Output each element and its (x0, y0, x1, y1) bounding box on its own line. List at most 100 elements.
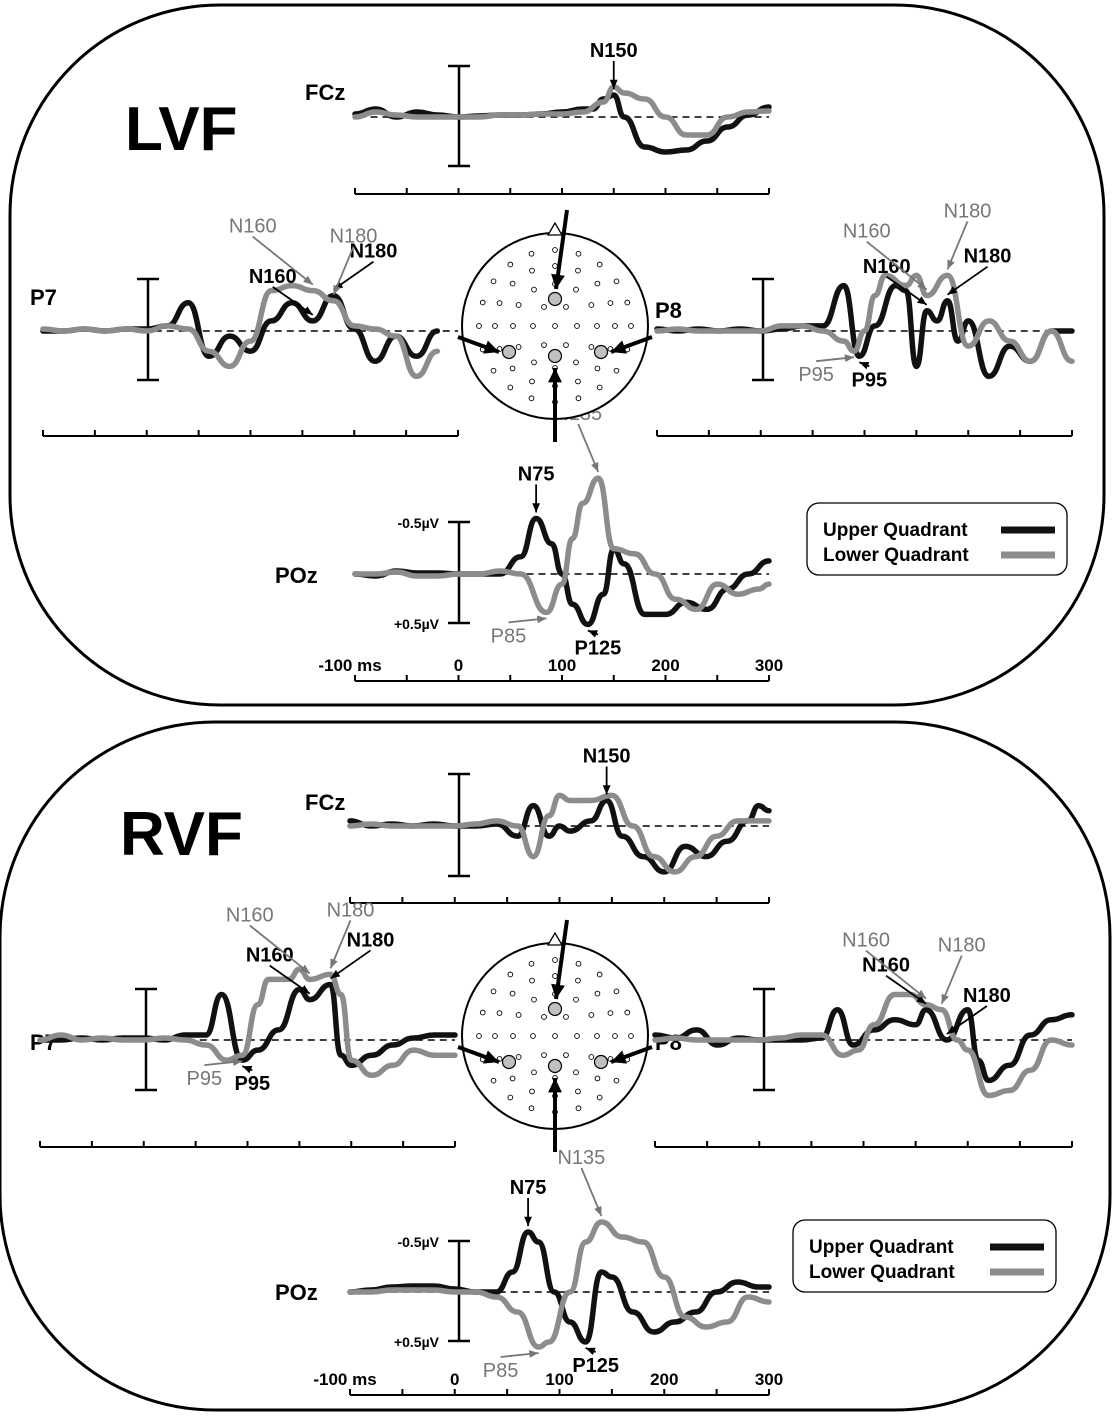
highlighted-electrode (547, 1058, 563, 1074)
electrode-dot (507, 971, 514, 978)
electrode-dot (541, 1052, 547, 1058)
annotation-label: N160 (226, 904, 274, 926)
subplot-poz: POz -100 ms 0 100 200 300 -0.5µV +0.5µV N75 P125 N… (275, 1147, 783, 1396)
x-tick-label: 0 (454, 656, 463, 675)
annotation: N150 (583, 746, 631, 795)
electrode-dot (496, 300, 503, 306)
annotation-label: N150 (590, 40, 638, 62)
electrode-dot (552, 323, 558, 329)
legend: Upper Quadrant Lower Quadrant (806, 502, 1068, 576)
panel-frame (0, 720, 1112, 1412)
annotation-label: N180 (327, 899, 375, 921)
x-tick-label: -100 ms (313, 1370, 376, 1389)
annotation-arrowhead (916, 989, 927, 999)
annotation-arrowhead (536, 615, 547, 624)
annotation-arrowhead (844, 354, 855, 363)
annotation-arrowhead (587, 630, 598, 638)
annotation-label: P95 (852, 369, 888, 391)
electrode-dot (528, 250, 535, 257)
electrode-dot (613, 988, 620, 995)
electrode-dot (541, 342, 547, 348)
channel-label: P7 (30, 285, 57, 310)
electrode-dot (528, 960, 535, 967)
electrode-dot (531, 286, 537, 293)
highlighted-electrode (547, 1001, 563, 1017)
series-lower-line (347, 792, 772, 875)
annotation: N180 (944, 200, 991, 270)
annotation-label: N180 (938, 935, 986, 957)
annotation: N160 (226, 904, 311, 975)
x-tick-label: 300 (755, 1370, 783, 1389)
legend-entry-label: Upper Quadrant (823, 520, 968, 541)
annotation: P125 (575, 629, 621, 660)
electrode-dot (530, 323, 536, 329)
electrode-dot (515, 1054, 522, 1060)
electrode-dot (490, 367, 497, 374)
electrode-dot (531, 1069, 537, 1076)
annotation-arrowhead (330, 969, 341, 979)
channel-label: POz (275, 1280, 318, 1305)
annotation: P95 (235, 1065, 271, 1095)
electrode-dot (476, 323, 482, 329)
annotation-arrowhead (947, 286, 958, 295)
x-tick-label: 100 (548, 656, 576, 675)
y-scale-label: -0.5µV (397, 515, 439, 531)
electrode-dot (490, 278, 497, 285)
annotation-arrow (866, 240, 928, 291)
electrode-dot (476, 1033, 482, 1039)
nose-marker (546, 931, 564, 946)
panel-title: RVF (120, 800, 243, 869)
electrode-dot (563, 1052, 569, 1058)
electrode-dot (575, 267, 581, 274)
electrode-dot (510, 323, 516, 329)
electrode-dot (529, 1088, 535, 1095)
electrode-dot (607, 300, 614, 306)
annotation-label: P95 (235, 1073, 271, 1095)
annotation: N180 (329, 929, 395, 980)
electrode-dot (575, 977, 581, 984)
electrode-dot (575, 378, 581, 385)
annotation: N180 (332, 241, 397, 291)
electrode-dot (492, 323, 498, 329)
annotation: N135 (557, 1147, 605, 1217)
annotation: N180 (946, 246, 1011, 296)
electrode-dot (594, 1033, 600, 1039)
electrode-dot (575, 1088, 581, 1095)
annotation: P95 (187, 1058, 243, 1090)
electrode-arrowhead (548, 1078, 562, 1093)
series-lower-line (654, 272, 1075, 365)
annotation-arrowhead (528, 1350, 539, 1358)
subplot-fcz: FCz N150 (305, 746, 772, 904)
electrode-dot (563, 304, 569, 310)
annotation-arrowhead (946, 1025, 957, 1034)
annotation-label: N160 (229, 216, 277, 238)
electrode-dot (552, 247, 558, 253)
annotation: P95 (852, 361, 888, 391)
annotation-arrowhead (524, 1216, 532, 1226)
rvf-panel: RVFFCzN150P7N160N180P95N160N180P95P8N160… (0, 720, 1112, 1412)
annotation-label: P85 (483, 1360, 519, 1382)
electrode-dot (588, 1054, 595, 1060)
annotation-label: N180 (347, 929, 395, 951)
annotation-arrowhead (242, 1066, 253, 1074)
annotation-arrowhead (333, 284, 341, 295)
annotation: P85 (483, 1350, 539, 1382)
electrode-dot (531, 996, 537, 1003)
channel-label: POz (275, 563, 318, 588)
electrode-dot (490, 1077, 497, 1084)
electrode-arrowhead (611, 340, 627, 354)
electrode-dot (588, 344, 595, 350)
annotation: N180 (327, 899, 375, 969)
annotation-arrowhead (917, 280, 927, 290)
annotation-arrowhead (232, 1058, 243, 1066)
electrode-dot (541, 304, 547, 310)
highlighted-electrode (547, 291, 563, 307)
panel-frame (8, 3, 1106, 707)
electrode-dot (574, 1033, 580, 1039)
electrode-dot (613, 367, 620, 374)
series-lower-line (352, 84, 772, 138)
annotation-label: P95 (798, 364, 834, 386)
electrode-dot (575, 395, 582, 402)
